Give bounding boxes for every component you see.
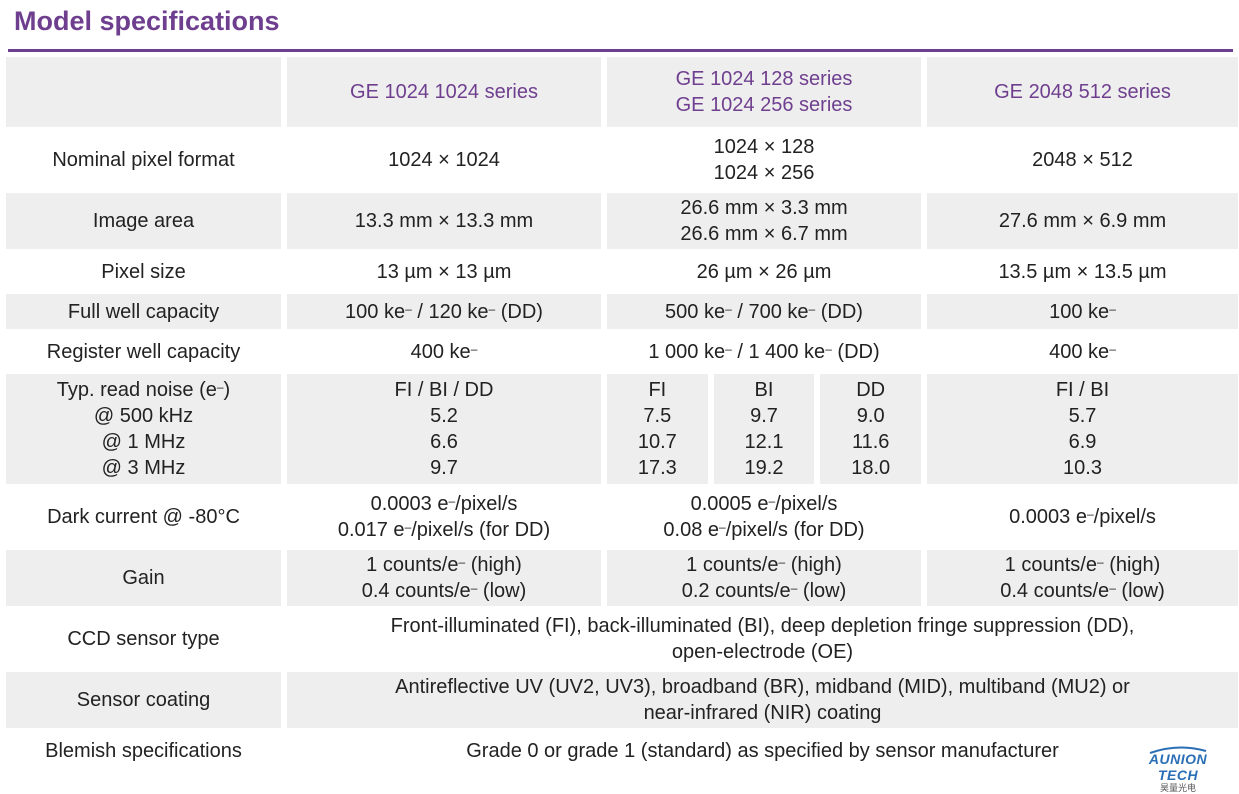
row-label: Dark current @ -80°C [47,506,240,528]
table-row: Image area 13.3 mm × 13.3 mm 26.6 mm × 3… [6,193,1238,249]
cell: 1 000 ke– / 1 400 ke– (DD) [648,340,880,363]
cell: 0.0003 e–/pixel/s [1009,506,1156,528]
logo-swoosh-icon [1149,746,1207,754]
header-blank [6,57,281,127]
row-label: Register well capacity [46,340,241,363]
row-label: Nominal pixel format [52,149,235,171]
cell: 26.6 mm × 3.3 mm 26.6 mm × 6.7 mm [607,193,921,249]
cell: 13.3 mm × 13.3 mm [287,193,601,249]
header-col-3: GE 2048 512 series [927,57,1238,127]
page-title: Model specifications [14,6,280,36]
table-row: Register well capacity 400 ke– 1 000 ke–… [6,334,1238,369]
cell: 1024 × 1024 [388,149,500,171]
row-label: Pixel size [101,260,186,283]
cell: 400 ke– [410,340,478,363]
table-row: CCD sensor type Front-illuminated (FI), … [6,611,1238,667]
table-row: Nominal pixel format 1024 × 1024 1024 × … [6,132,1238,188]
row-label: Typ. read noise (e–) @ 500 kHz @ 1 MHz @… [6,374,281,484]
table-row: Sensor coating Antireflective UV (UV2, U… [6,672,1238,728]
table-row: Gain 1 counts/e– (high) 0.4 counts/e– (l… [6,550,1238,606]
cell: 1024 × 128 1024 × 256 [713,136,815,184]
row-label: CCD sensor type [67,628,220,650]
cell: 1 counts/e– (high) 0.4 counts/e– (low) [287,550,601,606]
logo-sub: 昊量光电 [1159,783,1196,793]
cell: 13.5 µm × 13.5 µm [998,260,1167,283]
row-label: Image area [6,193,281,249]
cell: 1 counts/e– (high) 0.2 counts/e– (low) [607,550,921,606]
cell: 100 ke– [927,294,1238,329]
row-label: Full well capacity [6,294,281,329]
table-row: Blemish specifications Grade 0 or grade … [6,733,1238,768]
cell: 26 µm × 26 µm [696,260,832,283]
cell: 0.0005 e–/pixel/s 0.08 e–/pixel/s (for D… [663,493,865,541]
logo-brand: AUNION TECH [1148,751,1208,783]
brand-logo: AUNION TECH 昊量光电 [1128,746,1228,793]
noise-col-dd: DD 9.0 11.6 18.0 [820,374,922,484]
title-rule [8,49,1233,52]
cell: 27.6 mm × 6.9 mm [927,193,1238,249]
cell: 0.0003 e–/pixel/s 0.017 e–/pixel/s (for … [337,493,551,541]
cell: FI / BI / DD 5.2 6.6 9.7 [287,374,601,484]
cell: 500 ke– / 700 ke– (DD) [607,294,921,329]
header-col-2: GE 1024 128 series GE 1024 256 series [607,57,921,127]
row-label: Sensor coating [6,672,281,728]
table-row: Dark current @ -80°C 0.0003 e–/pixel/s 0… [6,489,1238,545]
noise-col-fi: FI 7.5 10.7 17.3 [607,374,708,484]
cell: 1 counts/e– (high) 0.4 counts/e– (low) [927,550,1238,606]
cell-wide: Grade 0 or grade 1 (standard) as specifi… [466,739,1059,762]
header-col-1: GE 1024 1024 series [287,57,601,127]
cell-split: FI 7.5 10.7 17.3 BI 9.7 12.1 19.2 DD 9.0… [607,374,922,484]
table-row: Typ. read noise (e–) @ 500 kHz @ 1 MHz @… [6,374,1238,484]
table-row: Full well capacity 100 ke– / 120 ke– (DD… [6,294,1238,329]
cell: 100 ke– / 120 ke– (DD) [287,294,601,329]
cell: 2048 × 512 [1032,149,1133,171]
spec-table: GE 1024 1024 series GE 1024 128 series GE… [0,52,1239,773]
cell: FI / BI 5.7 6.9 10.3 [927,374,1238,484]
header-row: GE 1024 1024 series GE 1024 128 series GE… [6,57,1238,127]
cell: 13 µm × 13 µm [376,260,512,283]
cell: 400 ke– [1049,340,1116,363]
row-label: Blemish specifications [45,739,242,762]
row-label: Gain [6,550,281,606]
cell-wide: Antireflective UV (UV2, UV3), broadband … [287,672,1238,728]
cell-wide: Front-illuminated (FI), back-illuminated… [390,615,1135,663]
noise-col-bi: BI 9.7 12.1 19.2 [713,374,815,484]
table-row: Pixel size 13 µm × 13 µm 26 µm × 26 µm 1… [6,254,1238,289]
